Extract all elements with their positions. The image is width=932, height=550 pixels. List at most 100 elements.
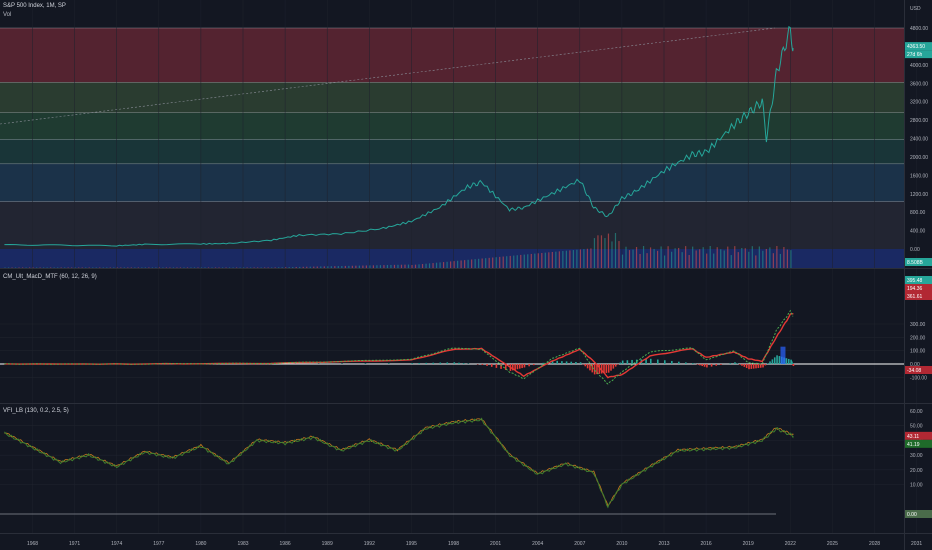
vfi-tick-label: 30.00 [910, 453, 923, 459]
time-tick-label: 2013 [658, 541, 669, 547]
macd-histogram-bar [570, 361, 573, 364]
macd-histogram-bar [743, 364, 746, 367]
volume-bar [523, 254, 525, 268]
volume-bar [71, 267, 73, 268]
axis-badges: 4363.50 27d 6h 8.508B 395.48 194.36 361.61 -34… [905, 42, 932, 518]
price-zones [0, 27, 904, 268]
volume-bar [88, 267, 90, 268]
volume-bar [692, 246, 694, 268]
macd-histogram-bar [780, 346, 786, 364]
volume-bar [274, 267, 276, 268]
vfi-title[interactable]: VFI_LB (130, 0.2, 2.5, 5) [3, 408, 69, 414]
volume-bar [625, 246, 627, 268]
macd-title[interactable]: CM_Ult_MacD_MTF (60, 12, 26, 9) [3, 274, 97, 280]
macd-histogram-bar [518, 364, 521, 369]
volume-bar [67, 267, 69, 268]
price-tick-label: 800.00 [910, 210, 926, 216]
volume-bar [169, 267, 171, 268]
vfi-line [4, 417, 794, 509]
volume-bar [460, 260, 462, 268]
macd-histogram-bar [504, 364, 507, 370]
volume-bar [288, 267, 290, 268]
price-tick-label: 1600.00 [910, 173, 928, 179]
macd-histogram-bar [364, 363, 367, 364]
volume-bar [741, 248, 743, 268]
volume-bar [464, 260, 466, 268]
volume-bar [618, 241, 620, 268]
volume-bar [7, 267, 10, 268]
macd-histogram-bar [481, 364, 484, 365]
volume-bar [78, 267, 80, 268]
volume-label[interactable]: Vol [3, 12, 12, 18]
volume-zone [0, 249, 904, 268]
time-tick-label: 1977 [153, 541, 164, 547]
macd-histogram-bar [785, 358, 788, 364]
volume-bar [316, 266, 318, 268]
macd-tick-label: 100.00 [910, 349, 926, 355]
macd-histogram-bar [792, 364, 795, 367]
volume-bar [664, 255, 666, 268]
volume-bar [148, 267, 150, 268]
time-tick-label: 1989 [322, 541, 333, 547]
volume-bar [435, 262, 438, 268]
volume-bar [428, 263, 431, 268]
time-tick-label: 2001 [490, 541, 501, 547]
volume-bar [14, 267, 17, 268]
last-price-badge: 4363.50 [907, 44, 925, 50]
volume-bar [25, 267, 27, 268]
macd-histogram-bar [696, 364, 699, 365]
macd-histogram-bar [752, 364, 755, 369]
volume-bar [685, 246, 687, 268]
macd-histogram-bar [600, 364, 603, 374]
macd-histogram-bar [757, 364, 760, 369]
volume-bar [407, 264, 410, 268]
volume-bar [442, 262, 445, 268]
volume-bar [516, 255, 518, 268]
macd-histogram-bar [685, 362, 687, 364]
volume-bar [457, 260, 459, 268]
volume-bar [285, 267, 287, 268]
macd-histogram-bar [579, 362, 582, 364]
macd-histogram-bar [710, 364, 713, 367]
macd-histogram-bar [432, 362, 435, 364]
volume-bar [4, 267, 6, 268]
volume-bar [439, 262, 441, 268]
volume-bar [358, 265, 360, 268]
volume-bar [120, 267, 122, 268]
volume-bar [414, 264, 417, 268]
macd-histogram-bar [589, 364, 591, 371]
macd-histogram-bar [523, 364, 526, 368]
volume-bar [509, 255, 511, 268]
volume-bar [748, 251, 750, 268]
macd-badge-bg [905, 276, 932, 284]
volume-bar [425, 263, 427, 268]
volume-badge-bg [905, 258, 932, 266]
macd-histogram-bar [787, 358, 790, 364]
macd-tick-label: 200.00 [910, 335, 926, 341]
symbol-title[interactable]: S&P 500 Index, 1M, SP [3, 3, 66, 9]
volume-bar [776, 246, 778, 268]
macd-grid [0, 323, 904, 378]
volume-bar [383, 265, 385, 268]
time-tick-label: 2025 [827, 541, 838, 547]
volume-bar [130, 267, 132, 268]
volume-bar [155, 267, 157, 268]
volume-bar [706, 253, 708, 268]
macd-histogram-bar [605, 364, 608, 373]
volume-bar [28, 267, 31, 268]
volume-bar [488, 257, 490, 268]
volume-bar [520, 254, 522, 268]
vfi-tick-label: 50.00 [910, 424, 923, 430]
volume-bar [727, 246, 729, 268]
volume-bar [179, 267, 182, 268]
macd-histogram-bar [528, 364, 530, 367]
volume-bar [702, 247, 704, 268]
macd-histogram-bar [745, 364, 748, 369]
macd-histogram-bar [610, 364, 612, 371]
time-tick-label: 1971 [69, 541, 80, 547]
volume-bar [228, 267, 231, 268]
volume-bar [81, 267, 83, 268]
volume-bar [267, 267, 269, 268]
volume-bar [372, 265, 375, 268]
